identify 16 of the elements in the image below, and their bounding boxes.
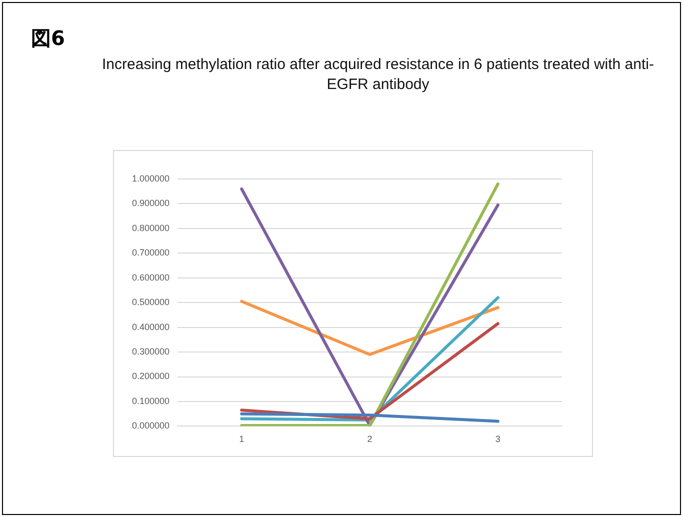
x-tick-label: 3 <box>495 434 500 444</box>
y-tick-label: 0.400000 <box>132 322 170 332</box>
y-tick-label: 0.300000 <box>132 346 170 357</box>
x-tick-label: 2 <box>367 434 372 444</box>
x-tick-label: 1 <box>239 434 244 444</box>
y-tick-label: 0.100000 <box>132 396 170 406</box>
chart-title: Increasing methylation ratio after acquired resistance in 6 patients treated with anti-EGFR antibody <box>101 55 655 95</box>
caption: 図6 <box>31 25 65 52</box>
y-tick-label: 0.500000 <box>132 297 170 308</box>
y-tick-label: 0.000000 <box>132 420 170 431</box>
y-tick-label: 1.000000 <box>132 173 170 184</box>
y-tick-label: 0.600000 <box>132 272 170 282</box>
y-tick-label: 0.900000 <box>132 198 170 208</box>
y-tick-label: 0.800000 <box>132 222 170 233</box>
y-tick-label: 0.200000 <box>132 371 170 382</box>
y-tick-label: 0.700000 <box>132 248 170 258</box>
